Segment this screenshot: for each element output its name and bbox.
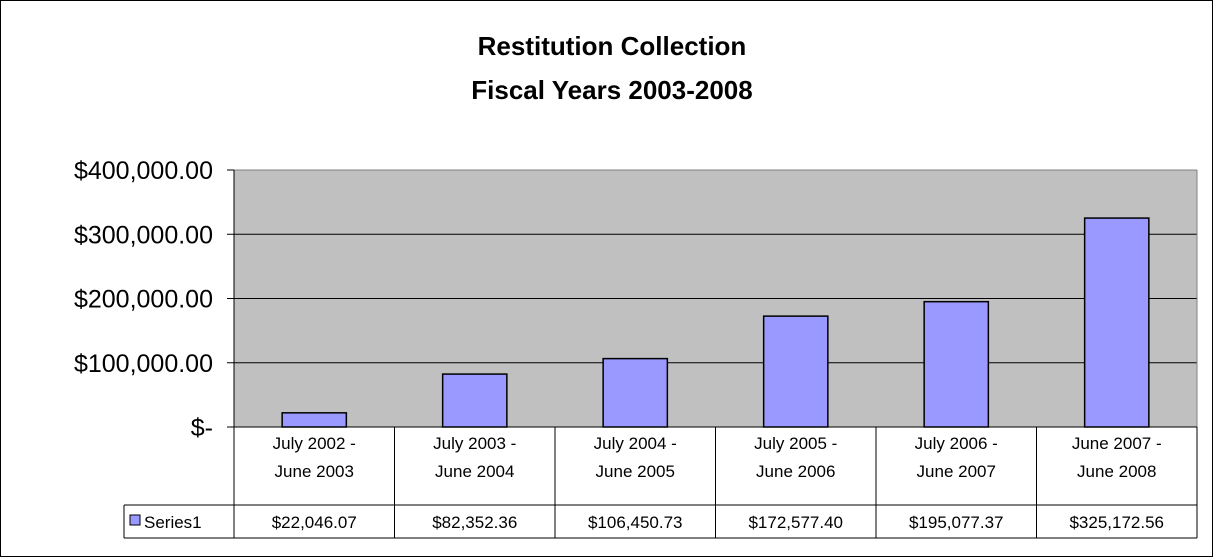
y-tick-label: $300,000.00 <box>74 221 213 249</box>
x-tick-label: July 2004 -June 2005 <box>594 434 677 481</box>
legend-label: Series1 <box>144 513 202 532</box>
data-table-value: $325,172.56 <box>1069 513 1164 532</box>
x-tick-label: July 2006 -June 2007 <box>915 434 998 481</box>
bar <box>1083 217 1150 428</box>
bar <box>923 300 990 428</box>
axes: $- $100,000.00 $200,000.00 $300,000.00 $400,… <box>74 157 1198 442</box>
data-table-value: $82,352.36 <box>432 513 517 532</box>
data-table-value: $195,077.37 <box>909 513 1004 532</box>
x-tick-label: July 2005 -June 2006 <box>754 434 837 481</box>
y-tick-label: $400,000.00 <box>74 157 213 185</box>
legend-swatch <box>129 514 141 526</box>
y-tick-label: $- <box>191 414 213 442</box>
data-table-value: $172,577.40 <box>748 513 843 532</box>
y-tick-label: $200,000.00 <box>74 286 213 314</box>
bar <box>441 373 508 428</box>
bar <box>281 412 348 428</box>
bar <box>762 315 829 428</box>
data-table: July 2002 -June 2003 July 2003 -June 2004… <box>123 426 1198 539</box>
chart-title: Restitution Collection <box>478 31 747 61</box>
data-table-value: $22,046.07 <box>272 513 357 532</box>
bar <box>602 357 669 428</box>
x-tick-label: July 2003 -June 2004 <box>433 434 516 481</box>
data-table-value: $106,450.73 <box>588 513 683 532</box>
x-tick-label: June 2007 -June 2008 <box>1072 434 1162 481</box>
x-tick-label: July 2002 -June 2003 <box>273 434 356 481</box>
y-tick-label: $100,000.00 <box>74 350 213 378</box>
chart-subtitle: Fiscal Years 2003-2008 <box>471 75 752 105</box>
